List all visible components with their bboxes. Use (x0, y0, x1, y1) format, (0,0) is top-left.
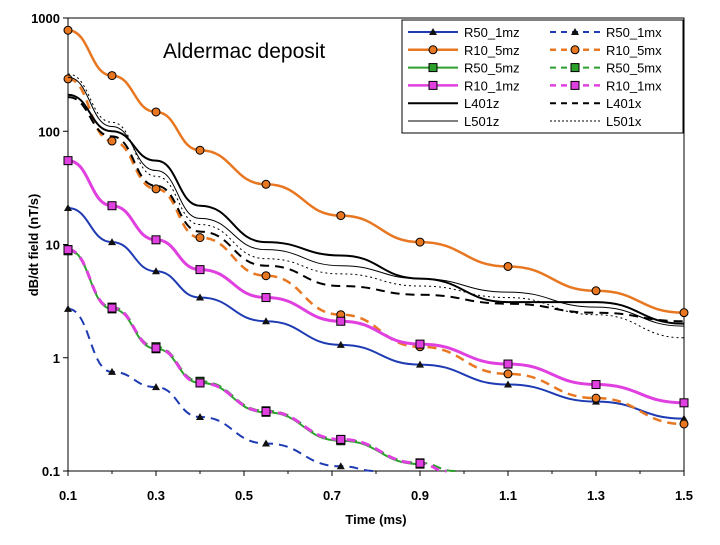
chart-title: Aldermac deposit (163, 40, 325, 63)
series-point-R10_5mz (415, 237, 425, 247)
series-point-R10_1mz (261, 293, 271, 303)
series-point-R10_5mx (195, 233, 205, 243)
legend-label: R50_1mx (606, 25, 662, 40)
x-axis-label: Time (ms) (345, 512, 406, 527)
series-point-R10_5mx (151, 184, 161, 194)
series-point-R10_1mz (679, 398, 689, 408)
legend-label: R10_5mx (606, 43, 662, 58)
x-tick-label: 0.5 (235, 488, 253, 503)
series-point-R10_1mx (415, 458, 425, 468)
legend-box (401, 19, 684, 134)
series-point-R10_1mx (261, 407, 271, 417)
series-point-R10_1mx (63, 245, 73, 255)
series-point-R10_1mz (107, 201, 117, 211)
legend-label: L401x (606, 96, 642, 111)
series-point-R10_5mz (107, 71, 117, 81)
series-point-R50_1mx (262, 439, 270, 447)
series-point-R10_1mz (591, 380, 601, 390)
legend-marker (570, 63, 580, 73)
series-point-R10_5mx (107, 136, 117, 146)
x-tick-label: 0.3 (147, 488, 165, 503)
series-line-L401z (67, 93, 685, 325)
legend-label: R50_5mz (464, 61, 520, 76)
series-line-R10_5mx (67, 77, 685, 426)
series-point-R50_1mx (336, 462, 345, 470)
legend-marker (428, 45, 438, 55)
series-point-R10_5mz (195, 145, 205, 155)
series-line-R50_1mz (67, 207, 685, 420)
series-point-R10_5mz (336, 211, 346, 221)
series-point-R10_5mx (679, 419, 689, 429)
legend-marker (428, 80, 438, 90)
series-point-R10_1mx (151, 343, 161, 353)
series-point-R10_5mz (151, 107, 161, 117)
series-point-R50_1mz (504, 380, 512, 388)
series-point-R10_1mz (336, 316, 346, 326)
series-point-R50_1mx (152, 383, 160, 391)
legend-label: L401z (464, 96, 499, 111)
series-line-L401x (67, 96, 685, 323)
series-point-R50_1mz (108, 238, 116, 246)
series-point-R10_5mz (63, 25, 73, 35)
legend: R50_1mz R50_1mx R10_5mz R10_5mx R50_5mz R50_5… (401, 19, 684, 134)
y-tick-label: 0.1 (42, 464, 60, 479)
y-tick-label: 1 (53, 351, 60, 366)
x-tick-label: 1.5 (675, 488, 693, 503)
legend-label: R10_5mz (464, 43, 520, 58)
legend-label: L501x (606, 114, 642, 129)
series-point-R10_5mz (679, 308, 689, 318)
series-point-R10_5mz (503, 261, 513, 271)
series-point-R50_1mz (196, 293, 204, 301)
series-point-R10_5mx (503, 369, 513, 379)
series-point-R50_1mx (64, 304, 72, 312)
y-tick-label: 1000 (31, 11, 60, 26)
legend-label: R50_5mx (606, 61, 662, 76)
series-point-R10_5mx (63, 74, 73, 84)
series-point-R10_5mz (261, 179, 271, 189)
series-point-R10_1mz (415, 339, 425, 349)
legend-marker (429, 28, 437, 35)
series-point-R50_1mz (336, 340, 345, 348)
series-point-R10_1mx (336, 434, 346, 444)
legend-marker (570, 80, 580, 90)
series-point-R50_1mz (416, 360, 424, 368)
legend-marker (571, 28, 579, 35)
series-point-R10_1mz (503, 359, 513, 369)
legend-marker (428, 63, 438, 73)
series-point-R50_1mx (196, 412, 204, 420)
series-point-R50_1mz (64, 204, 72, 212)
x-tick-label: 0.1 (59, 488, 77, 503)
series-line-R50_5mz (67, 248, 421, 466)
x-tick-label: 1.1 (499, 488, 517, 503)
legend-marker (570, 45, 580, 55)
series-point-R10_1mx (107, 303, 117, 313)
series-line-R10_5mz (67, 28, 685, 314)
x-tick-label: 0.7 (323, 488, 341, 503)
y-tick-label: 10 (46, 238, 60, 253)
series-point-R10_1mz (63, 156, 73, 166)
series-point-R50_1mz (262, 317, 270, 325)
series-point-R10_1mx (195, 378, 205, 388)
y-tick-label: 100 (38, 124, 60, 139)
series-line-R10_1mz (67, 159, 685, 405)
legend-label: R50_1mz (464, 25, 520, 40)
series-line-L501x (67, 73, 685, 339)
series-point-R10_5mx (261, 271, 271, 281)
series-point-R10_5mz (591, 286, 601, 296)
series-point-R10_1mz (195, 265, 205, 275)
series-point-R10_1mz (151, 235, 161, 245)
series-point-R50_1mz (680, 414, 688, 422)
x-tick-label: 1.3 (587, 488, 605, 503)
legend-label: L501z (464, 114, 499, 129)
series-point-R10_5mx (591, 393, 601, 403)
y-axis-label: dB/dt field (nT/s) (26, 194, 41, 297)
legend-label: R10_1mx (606, 78, 662, 93)
series-point-R50_1mx (108, 367, 116, 375)
series-point-R50_1mz (152, 267, 160, 275)
series-line-L501z (67, 76, 685, 327)
legend-label: R10_1mz (464, 78, 520, 93)
x-tick-label: 0.9 (411, 488, 429, 503)
